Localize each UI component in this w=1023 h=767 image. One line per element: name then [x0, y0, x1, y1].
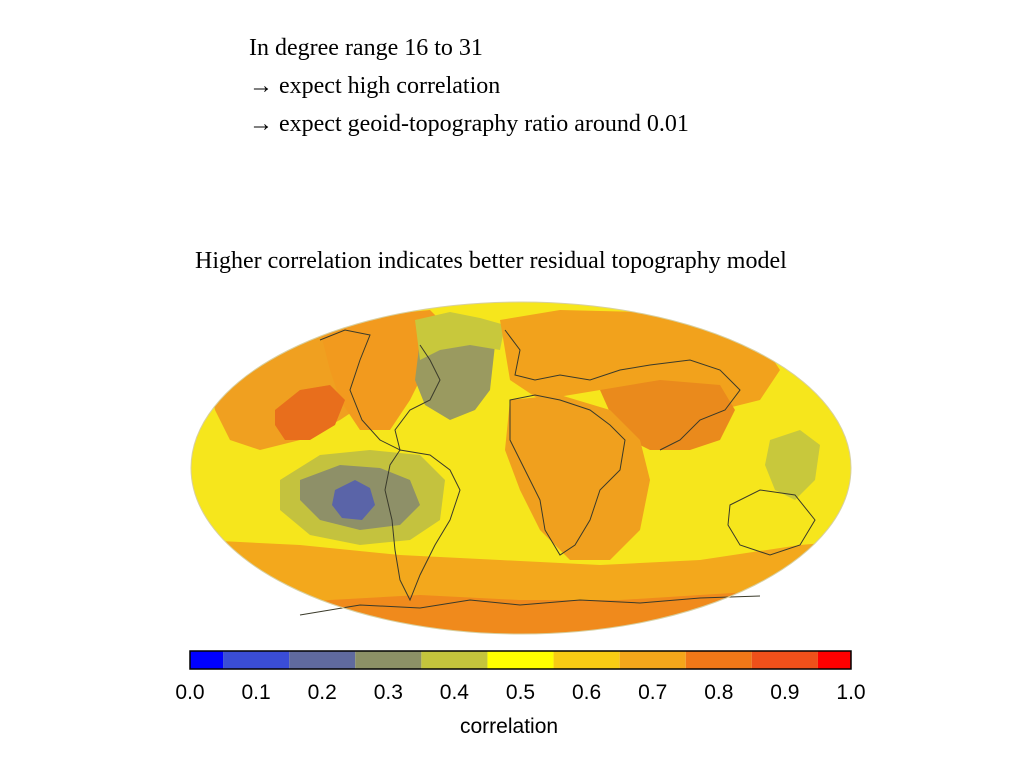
africa-orange	[505, 395, 650, 560]
heading-line-1: In degree range 16 to 31	[249, 35, 483, 61]
colorbar-segment	[223, 651, 290, 669]
colorbar-segment	[553, 651, 620, 669]
colorbar-tick-label: 1.0	[836, 681, 866, 704]
colorbar-tick-label: 0.8	[704, 681, 734, 704]
map-outline	[190, 301, 852, 635]
asia-darkorange	[600, 380, 735, 450]
correlation-world-map	[190, 301, 852, 635]
colorbar-tick-label: 0.3	[373, 681, 403, 704]
colorbar-segment	[817, 651, 851, 669]
colorbar-frame	[189, 650, 852, 670]
colorbar-segment	[751, 651, 818, 669]
colorbar-tick-label: 0.1	[241, 681, 271, 704]
coastline-south-america	[384, 449, 461, 602]
colorbar-segment	[190, 651, 224, 669]
west-pacific-yellowgreen	[765, 430, 820, 500]
map-caption: Higher correlation indicates better resi…	[195, 248, 787, 274]
coastline-eurasia	[504, 329, 741, 451]
colorbar-tick-label: 0.5	[505, 681, 536, 704]
colorbar-segment	[487, 651, 554, 669]
coastline-north-america	[319, 329, 441, 451]
north-atlantic-olive	[415, 335, 495, 420]
colorbar-tick-label: 0.2	[307, 681, 337, 704]
colorbar-segment	[355, 651, 422, 669]
colorbar-segment	[685, 651, 752, 669]
north-pacific-red	[275, 385, 345, 440]
colorbar-tick-label: 0.4	[439, 681, 469, 704]
east-pacific-blue	[332, 480, 375, 520]
coastline-australia	[727, 489, 816, 556]
heading-line-2: → expect high correlation	[249, 73, 501, 99]
colorbar-label: correlation	[460, 715, 559, 738]
colorbar-segment	[421, 651, 488, 669]
coastlines	[299, 329, 816, 616]
colorbar-tick-label: 0.9	[770, 681, 800, 704]
colorbar-tick-label: 0.7	[638, 681, 668, 704]
colorbar-tick-label: 0.0	[175, 681, 205, 704]
colorbar	[189, 650, 852, 670]
coastline-antarctica	[299, 595, 761, 616]
north-atlantic-yellowgreen	[415, 312, 505, 360]
colorbar-segment	[619, 651, 686, 669]
heading-line-3: → expect geoid-topography ratio around 0…	[249, 111, 689, 137]
colorbar-segment	[289, 651, 356, 669]
colorbar-tick-label: 0.6	[571, 681, 602, 704]
coastline-africa	[509, 394, 626, 556]
